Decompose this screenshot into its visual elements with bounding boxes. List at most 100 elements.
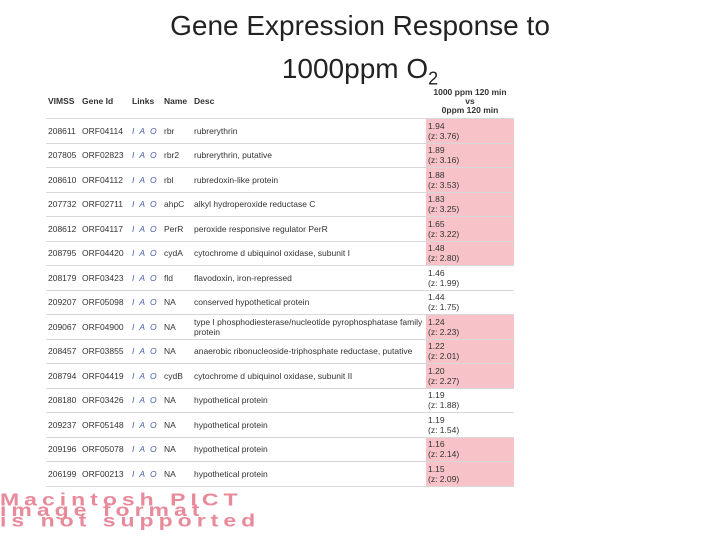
link[interactable]: O — [150, 321, 157, 332]
link[interactable]: O — [150, 419, 157, 430]
link[interactable]: I — [132, 321, 135, 332]
gene-cell: ORF05078 — [80, 437, 130, 462]
link[interactable]: A — [139, 297, 146, 308]
table-row: 208612 ORF04117 I A O PerR peroxide responsive… — [46, 216, 514, 242]
link[interactable]: O — [150, 370, 157, 381]
vimss-cell: 208611 — [46, 118, 80, 144]
link[interactable]: A — [139, 248, 146, 259]
link[interactable]: O — [150, 150, 157, 161]
link[interactable]: I — [132, 174, 135, 185]
value-cell: 1.24 (z: 2.23) — [426, 314, 514, 340]
header-line: 1000 ppm 120 min — [433, 86, 507, 97]
link[interactable]: I — [132, 150, 135, 161]
link[interactable]: O — [150, 297, 157, 308]
name-cell: PerR — [162, 216, 192, 242]
value-cell: 1.22 (z: 2.01) — [426, 339, 514, 364]
link[interactable]: O — [150, 272, 157, 283]
link[interactable]: I — [132, 248, 135, 259]
link[interactable]: A — [139, 395, 146, 406]
link[interactable]: A — [139, 346, 146, 357]
ratio: 1.44 — [428, 292, 445, 303]
link[interactable]: I — [132, 395, 135, 406]
link[interactable]: I — [132, 346, 135, 357]
link[interactable]: A — [139, 223, 146, 234]
vimss-cell: 208612 — [46, 216, 80, 242]
gene-cell: ORF03423 — [80, 265, 130, 291]
vimss-cell: 208794 — [46, 363, 80, 389]
ratio: 1.22 — [428, 341, 445, 352]
link[interactable]: O — [150, 223, 157, 234]
vimss-cell: 209196 — [46, 437, 80, 462]
value-cell: 1.15 (z: 2.09) — [426, 461, 514, 487]
desc-cell: rubrerythrin — [192, 118, 426, 144]
link[interactable]: I — [132, 272, 135, 283]
placeholder-line: Macintosh PICT — [0, 489, 243, 509]
z-score: (z: 2.09) — [428, 473, 460, 484]
value-cell: 1.83 (z: 3.25) — [426, 192, 514, 217]
ratio: 1.20 — [428, 365, 445, 376]
gene-cell: ORF04114 — [80, 118, 130, 144]
name-cell: NA — [162, 412, 192, 438]
link[interactable]: O — [150, 199, 157, 210]
title-subscript: 2 — [428, 68, 439, 89]
link[interactable]: I — [132, 370, 135, 381]
header-cell: 1000 ppm 120 min vs 0ppm 120 min — [426, 84, 514, 119]
desc-cell: anaerobic ribonucleoside-triphosphate re… — [192, 339, 426, 364]
table-row: 209237 ORF05148 I A O NA hypothetical protein 1… — [46, 412, 514, 438]
link[interactable]: I — [132, 444, 135, 455]
ratio: 1.19 — [428, 414, 445, 425]
link[interactable]: A — [139, 174, 146, 185]
link[interactable]: A — [139, 150, 146, 161]
gene-cell: ORF02823 — [80, 143, 130, 168]
link[interactable]: O — [150, 395, 157, 406]
vimss-cell: 208180 — [46, 388, 80, 413]
name-cell: fld — [162, 265, 192, 291]
link[interactable]: I — [132, 419, 135, 430]
link[interactable]: O — [150, 248, 157, 259]
link[interactable]: I — [132, 297, 135, 308]
link[interactable]: A — [139, 272, 146, 283]
gene-cell: ORF03426 — [80, 388, 130, 413]
link[interactable]: A — [139, 125, 146, 136]
link[interactable]: I — [132, 125, 135, 136]
name-cell: rbr — [162, 118, 192, 144]
ratio: 1.65 — [428, 218, 445, 229]
link[interactable]: O — [150, 444, 157, 455]
vimss-cell: 208795 — [46, 241, 80, 266]
link[interactable]: O — [150, 174, 157, 185]
desc-cell: conserved hypothetical protein — [192, 290, 426, 315]
ratio: 1.94 — [428, 120, 445, 131]
vimss-cell: 207732 — [46, 192, 80, 217]
link[interactable]: I — [132, 199, 135, 210]
z-score: (z: 2.14) — [428, 449, 460, 460]
link[interactable]: I — [132, 223, 135, 234]
link[interactable]: A — [139, 444, 146, 455]
z-score: (z: 1.88) — [428, 400, 460, 411]
link[interactable]: A — [139, 419, 146, 430]
link[interactable]: A — [139, 321, 146, 332]
link[interactable]: A — [139, 468, 146, 479]
table-row: 208457 ORF03855 I A O NA anaerobic ribonucleos… — [46, 339, 514, 364]
link[interactable]: A — [139, 199, 146, 210]
ratio: 1.16 — [428, 439, 445, 450]
z-score: (z: 3.25) — [428, 204, 460, 215]
value-cell: 1.89 (z: 3.16) — [426, 143, 514, 168]
z-score: (z: 1.75) — [428, 302, 460, 313]
link[interactable]: O — [150, 125, 157, 136]
link[interactable]: O — [150, 468, 157, 479]
desc-cell: rubredoxin-like protein — [192, 167, 426, 193]
z-score: (z: 1.99) — [428, 277, 460, 288]
link[interactable]: A — [139, 370, 146, 381]
name-cell: NA — [162, 437, 192, 462]
link[interactable]: I — [132, 468, 135, 479]
gene-cell: ORF00213 — [80, 461, 130, 487]
link[interactable]: O — [150, 346, 157, 357]
ratio: 1.19 — [428, 390, 445, 401]
